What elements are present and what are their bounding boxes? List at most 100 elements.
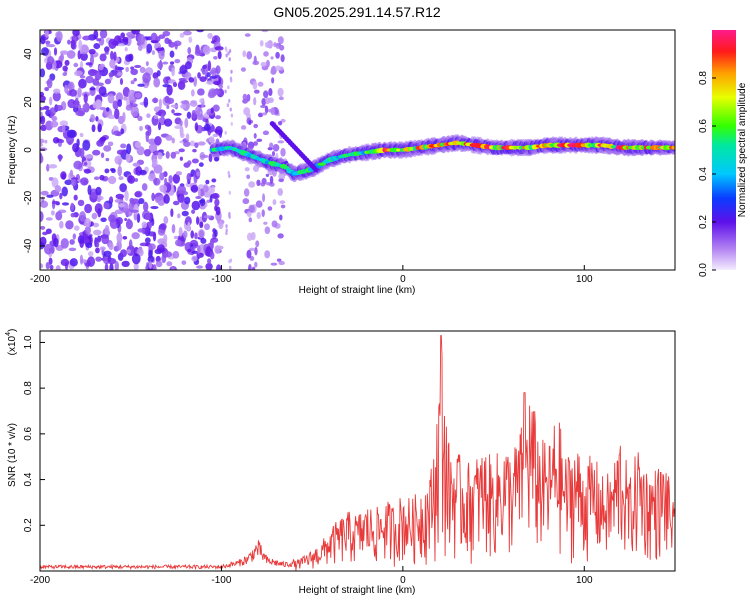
- spectrogram-cell: [40, 36, 46, 45]
- spectrogram-cell: [67, 129, 76, 139]
- spectrogram-cell: [277, 120, 283, 126]
- spectrogram-cell: [190, 184, 199, 193]
- spectrogram-cell: [229, 107, 232, 112]
- spectrogram-cell: [151, 158, 158, 167]
- spectrogram-cell: [151, 192, 155, 202]
- spectrogram-cell: [181, 210, 189, 217]
- spectrogram-cell: [166, 104, 170, 110]
- spectrogram-cell: [177, 213, 181, 219]
- spectrogram-cell: [164, 251, 173, 258]
- snr-ytick-label: 0.6: [23, 426, 34, 440]
- spectrogram-cell: [187, 248, 192, 253]
- spectrogram-cell: [313, 167, 319, 173]
- spectrogram-cell: [83, 162, 88, 166]
- spectrogram-cell: [260, 61, 267, 67]
- spectrogram-cell: [146, 43, 153, 54]
- spectrogram-cell: [46, 163, 50, 172]
- spectrogram-cell: [87, 256, 96, 267]
- spectrogram-cell: [207, 60, 212, 72]
- spectrogram-cell: [83, 168, 92, 174]
- spectrogram-cell: [216, 264, 222, 270]
- spectrogram-cell: [154, 136, 162, 146]
- spectrogram-cell: [172, 200, 180, 206]
- spectrogram-cell: [78, 39, 83, 51]
- spectrogram-cell: [125, 152, 131, 163]
- spectrogram-cell: [212, 228, 217, 234]
- spectrogram-cell: [40, 111, 43, 117]
- snr-border: [39, 330, 676, 572]
- spectrogram-cell: [49, 107, 56, 117]
- spectrogram-cell: [131, 232, 140, 240]
- spectrogram-cell: [261, 209, 265, 218]
- spectrogram-cell: [168, 174, 173, 184]
- spectrogram-cell: [148, 243, 156, 251]
- spectrogram-cell: [79, 132, 84, 138]
- colorbar-gradient: [712, 30, 736, 270]
- spectrogram-cell: [80, 52, 88, 61]
- spectrogram-cell: [124, 47, 128, 52]
- spectrogram-cell: [87, 251, 94, 257]
- spectrogram-cell: [199, 76, 207, 83]
- spectrogram-cell: [131, 253, 141, 265]
- spectrogram-cell: [45, 262, 50, 270]
- spectrogram-cell: [230, 121, 233, 126]
- spectrogram-cell: [59, 50, 69, 55]
- spectrogram-cell: [152, 264, 157, 270]
- spectrogram-cell: [269, 175, 274, 184]
- spectrogram-cell: [152, 72, 159, 79]
- spectrogram-cell: [273, 42, 278, 48]
- spectrogram-cell: [95, 256, 102, 262]
- spectrogram-cell: [253, 89, 260, 94]
- spectrogram-cell: [171, 109, 175, 114]
- spectrogram-cell: [95, 82, 104, 87]
- spectrogram-cell: [205, 118, 209, 126]
- spectrogram-cell: [181, 79, 189, 84]
- spectrogram-cell: [170, 151, 177, 159]
- spectrogram-cell: [157, 152, 163, 160]
- spectrogram-cell: [113, 51, 117, 62]
- spectrogram-cell: [211, 88, 221, 95]
- spectrogram-cell: [125, 66, 129, 73]
- spectrogram-cell: [126, 97, 130, 107]
- spectrogram-cell: [118, 176, 124, 181]
- spectrogram-cell: [202, 45, 211, 55]
- spectrogram-cell: [58, 154, 62, 162]
- spectrogram-ytick-label: 20: [23, 96, 34, 108]
- spectrogram-cell: [49, 264, 54, 270]
- spectrogram-cell: [271, 67, 275, 75]
- spectrogram-cell: [178, 148, 185, 153]
- spectrogram-cell: [141, 221, 148, 229]
- spectrogram-cell: [54, 185, 62, 193]
- spectrogram-cell: [224, 89, 227, 94]
- spectrogram-cell: [210, 67, 217, 77]
- spectrogram-cell: [158, 49, 165, 60]
- spectrogram-cell: [96, 85, 100, 92]
- spectrogram-cell: [228, 57, 231, 62]
- spectrogram-cell: [210, 107, 214, 114]
- spectrogram-cell: [93, 176, 100, 181]
- spectrogram-cell: [82, 35, 91, 41]
- spectrogram-cell: [206, 72, 211, 78]
- spectrogram-cell: [158, 98, 163, 109]
- spectrogram-cell: [94, 70, 102, 81]
- spectrogram-cell: [199, 205, 206, 210]
- spectrogram-cell: [64, 84, 69, 94]
- spectrogram-cell: [169, 50, 175, 58]
- spectrogram-cell: [182, 30, 192, 36]
- spectrogram-cell: [244, 33, 251, 37]
- spectrogram-cell: [126, 249, 131, 254]
- spectrogram-cell: [227, 170, 230, 175]
- spectrogram-cell: [96, 99, 103, 108]
- spectrogram-cell: [50, 210, 55, 216]
- spectrogram-cell: [254, 246, 258, 256]
- spectrogram-cell: [73, 194, 78, 201]
- spectrogram-cell: [200, 238, 207, 244]
- spectrogram-cell: [253, 123, 259, 129]
- spectrogram-cell: [120, 143, 127, 149]
- spectrogram-cell: [72, 30, 80, 37]
- spectrogram-cell: [40, 68, 46, 78]
- spectrogram-cell: [157, 122, 162, 131]
- spectrogram-cell: [96, 139, 104, 147]
